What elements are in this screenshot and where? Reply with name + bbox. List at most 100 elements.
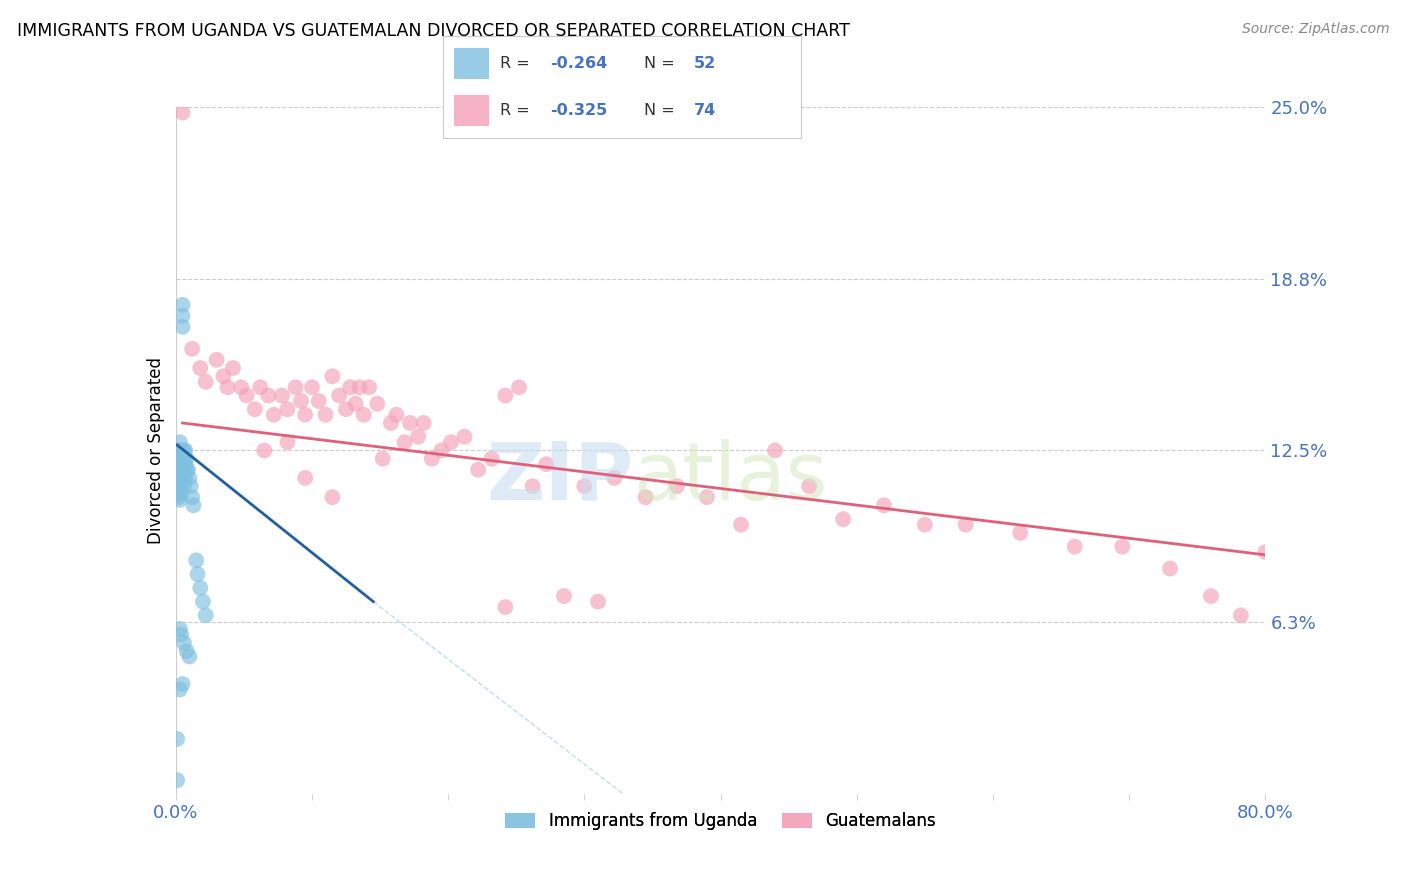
Point (169, 443, 191, 458)
Text: Source: ZipAtlas.com: Source: ZipAtlas.com (1241, 22, 1389, 37)
Point (176, 463, 198, 477)
Point (385, 408, 408, 422)
Point (344, 397, 367, 411)
Point (166, 443, 188, 458)
Point (586, 594, 609, 608)
Point (308, 394, 330, 409)
Point (167, 451, 190, 466)
Point (730, 517, 752, 532)
Point (574, 479, 596, 493)
Point (494, 388, 516, 402)
Point (179, 471, 201, 485)
Point (166, 731, 188, 746)
Point (167, 471, 190, 485)
Text: atlas: atlas (633, 439, 828, 517)
Point (172, 449, 194, 463)
Point (174, 443, 197, 458)
Point (169, 622, 191, 636)
Text: -0.264: -0.264 (551, 56, 607, 70)
Point (412, 416, 434, 430)
Point (253, 443, 276, 458)
Point (832, 512, 855, 526)
Point (797, 479, 820, 493)
Text: IMMIGRANTS FROM UGANDA VS GUATEMALAN DIVORCED OR SEPARATED CORRELATION CHART: IMMIGRANTS FROM UGANDA VS GUATEMALAN DIV… (17, 22, 849, 40)
Point (335, 402, 357, 417)
Point (301, 380, 323, 394)
Point (453, 430, 475, 444)
Point (194, 608, 217, 623)
Point (188, 581, 211, 595)
Point (169, 435, 191, 450)
Point (249, 380, 271, 394)
Point (169, 682, 191, 697)
Point (284, 380, 307, 394)
Bar (454, 95, 489, 126)
Point (696, 490, 718, 504)
Point (186, 567, 209, 582)
Point (172, 309, 194, 323)
Point (181, 342, 204, 356)
Point (955, 517, 977, 532)
Y-axis label: Divorced or Separated: Divorced or Separated (146, 357, 165, 544)
Point (172, 677, 194, 691)
Point (167, 459, 190, 474)
Point (1111, 540, 1133, 554)
Point (169, 484, 191, 499)
Point (169, 492, 191, 507)
Point (179, 649, 201, 664)
Point (235, 388, 257, 402)
Point (217, 380, 239, 394)
Point (170, 454, 193, 468)
Point (467, 463, 489, 477)
Point (1199, 589, 1222, 603)
Point (170, 443, 193, 458)
Point (522, 479, 544, 493)
Point (166, 773, 188, 788)
Point (169, 463, 191, 477)
Point (508, 380, 530, 394)
Point (603, 471, 626, 485)
Point (290, 394, 312, 409)
Point (172, 459, 194, 474)
Point (371, 451, 394, 466)
Point (194, 375, 217, 389)
Point (170, 487, 193, 501)
Point (243, 402, 266, 417)
Legend: Immigrants from Uganda, Guatemalans: Immigrants from Uganda, Guatemalans (499, 805, 942, 837)
Bar (454, 48, 489, 78)
Point (1063, 540, 1085, 554)
Text: N =: N = (644, 56, 679, 70)
Point (257, 388, 280, 402)
Point (366, 397, 388, 411)
Point (430, 443, 453, 458)
Point (170, 476, 193, 491)
Point (399, 416, 422, 430)
Point (315, 408, 337, 422)
Point (634, 490, 657, 504)
Text: ZIP: ZIP (486, 439, 633, 517)
Text: 52: 52 (695, 56, 716, 70)
Point (440, 435, 463, 450)
Point (174, 471, 197, 485)
Point (177, 463, 200, 477)
Point (1159, 561, 1181, 575)
Point (276, 402, 298, 417)
Point (339, 380, 361, 394)
Point (170, 466, 193, 480)
Text: R =: R = (501, 56, 536, 70)
Point (186, 553, 208, 567)
Text: N =: N = (644, 103, 679, 118)
Point (231, 380, 253, 394)
Point (349, 380, 371, 394)
Point (328, 388, 350, 402)
Point (172, 319, 194, 334)
Point (380, 416, 402, 430)
Point (666, 479, 689, 493)
Point (167, 479, 190, 493)
Point (174, 457, 197, 471)
Point (173, 636, 195, 650)
Point (169, 451, 191, 466)
Point (1010, 525, 1032, 540)
Point (173, 468, 195, 483)
Point (276, 435, 298, 450)
